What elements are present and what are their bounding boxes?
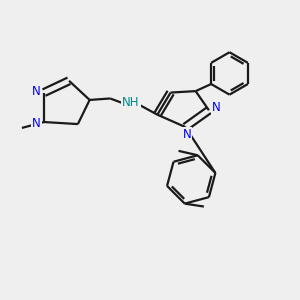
Text: N: N bbox=[212, 101, 220, 114]
Text: N: N bbox=[32, 85, 41, 98]
Text: N: N bbox=[182, 128, 191, 141]
Text: NH: NH bbox=[122, 96, 140, 110]
Text: N: N bbox=[32, 117, 41, 130]
